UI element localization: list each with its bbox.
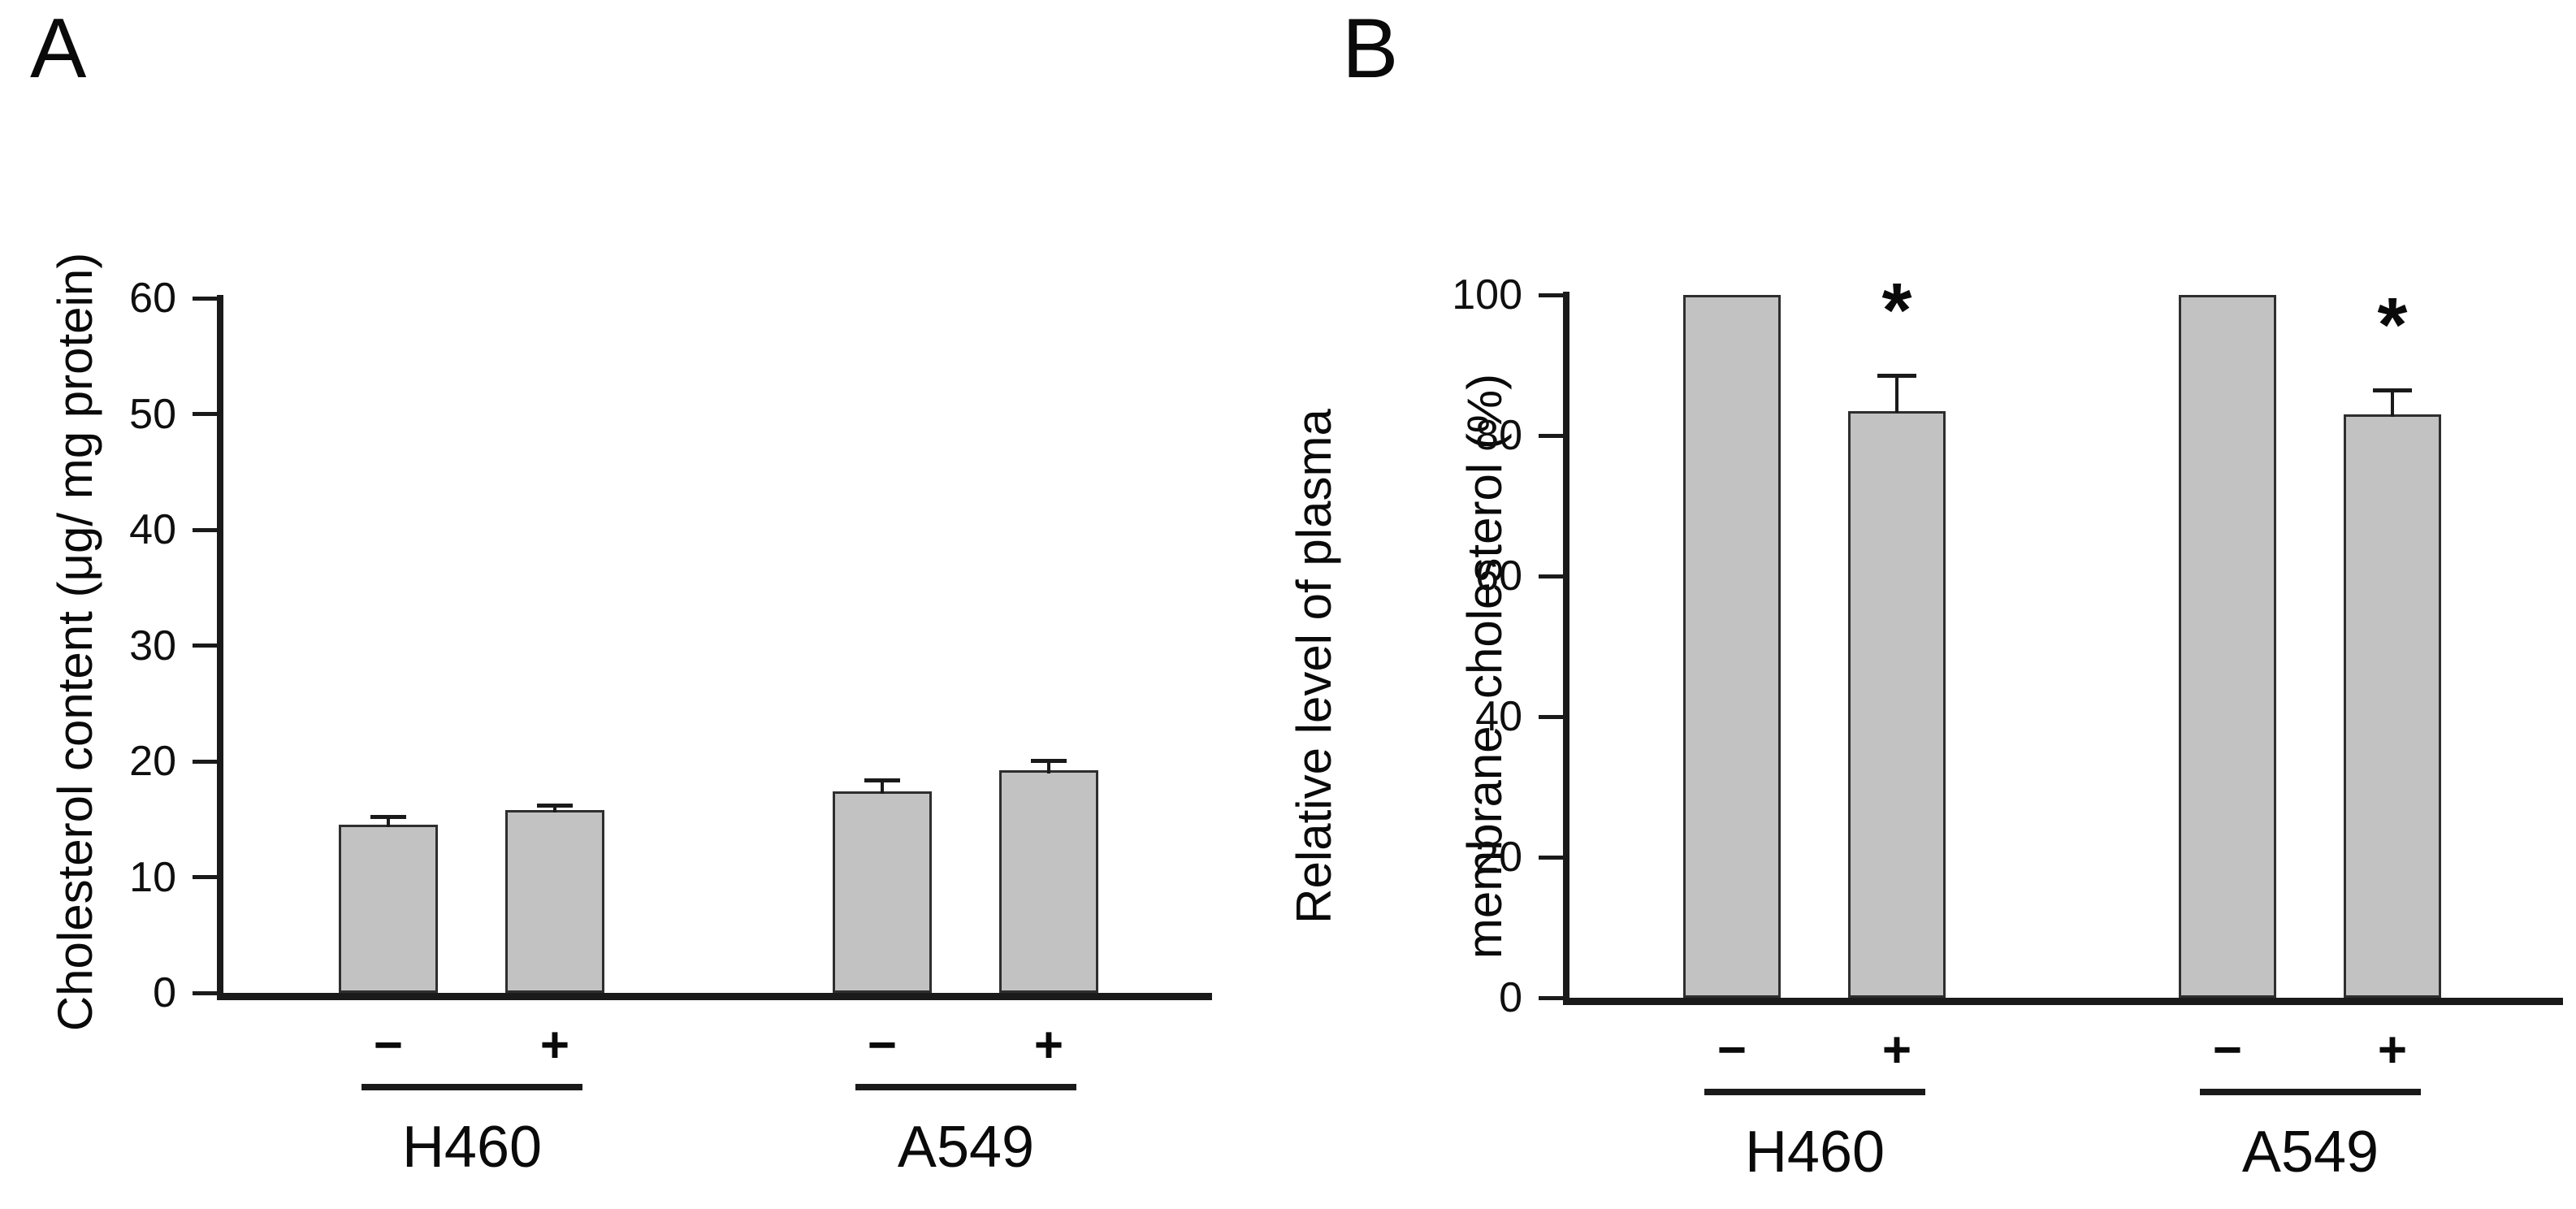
condition-label: −	[867, 1017, 898, 1073]
y-tick-label: 40	[1475, 693, 1522, 740]
error-bar-stem	[881, 780, 884, 794]
y-tick-mark	[193, 875, 217, 879]
condition-label: −	[1717, 1022, 1747, 1078]
error-bar-cap	[537, 804, 573, 808]
y-tick-mark	[1539, 293, 1563, 297]
error-bar-stem	[1047, 760, 1050, 774]
group-underline	[2200, 1089, 2421, 1095]
bar	[505, 810, 604, 993]
significance-asterisk: *	[2377, 282, 2408, 368]
y-tick-label: 60	[1475, 552, 1522, 600]
y-tick-mark	[193, 644, 217, 648]
y-tick-label: 60	[129, 275, 176, 322]
group-underline	[1704, 1089, 1925, 1095]
condition-label: +	[1033, 1017, 1064, 1073]
y-tick-mark	[193, 412, 217, 416]
bar	[1848, 411, 1946, 998]
significance-asterisk: *	[1881, 267, 1912, 353]
y-tick-label: 30	[129, 622, 176, 670]
y-tick-mark	[1539, 996, 1563, 1000]
y-tick-label: 80	[1475, 412, 1522, 459]
y-axis-line	[1563, 292, 1569, 998]
error-bar-cap	[2373, 388, 2412, 392]
cell-line-label: H460	[401, 1115, 543, 1180]
y-tick-label: 50	[129, 391, 176, 438]
bar	[2179, 295, 2276, 998]
y-tick-mark	[193, 297, 217, 301]
y-tick-label: 10	[129, 854, 176, 901]
y-tick-mark	[1539, 434, 1563, 438]
y-axis-line	[217, 295, 223, 993]
bar	[1683, 295, 1781, 998]
error-bar-cap	[1877, 374, 1916, 378]
y-tick-mark	[1539, 574, 1563, 578]
bar	[2344, 414, 2441, 998]
condition-label: −	[2212, 1022, 2243, 1078]
y-tick-label: 20	[129, 738, 176, 785]
cell-line-label: A549	[2241, 1120, 2379, 1185]
error-bar-stem	[387, 817, 390, 827]
group-underline	[855, 1084, 1076, 1090]
error-bar-stem	[1895, 375, 1898, 413]
panel-b-y-axis-label-line-1: Relative level of plasma	[1287, 409, 1341, 924]
error-bar-stem	[2391, 390, 2394, 417]
y-tick-label: 40	[129, 506, 176, 553]
cell-line-label: A549	[897, 1115, 1035, 1180]
y-tick-mark	[193, 760, 217, 764]
y-tick-label: 0	[1499, 974, 1522, 1021]
y-tick-label: 20	[1475, 834, 1522, 881]
group-underline	[362, 1084, 582, 1090]
error-bar-cap	[864, 778, 900, 782]
panel-a-letter: A	[30, 2, 87, 96]
error-bar-cap	[370, 815, 406, 819]
x-axis-line	[1563, 998, 2563, 1005]
y-tick-mark	[193, 991, 217, 995]
y-tick-label: 0	[153, 969, 176, 1016]
y-tick-mark	[193, 528, 217, 532]
y-tick-label: 100	[1452, 271, 1522, 318]
error-bar-cap	[1031, 759, 1067, 763]
condition-label: +	[1881, 1022, 1912, 1078]
error-bar-stem	[553, 805, 556, 812]
cell-line-label: H460	[1744, 1120, 1885, 1185]
condition-label: +	[539, 1017, 570, 1073]
condition-label: +	[2377, 1022, 2408, 1078]
y-tick-mark	[1539, 856, 1563, 860]
panel-b-letter: B	[1342, 2, 1399, 96]
x-axis-line	[217, 993, 1212, 1000]
condition-label: −	[373, 1017, 404, 1073]
y-tick-mark	[1539, 715, 1563, 719]
